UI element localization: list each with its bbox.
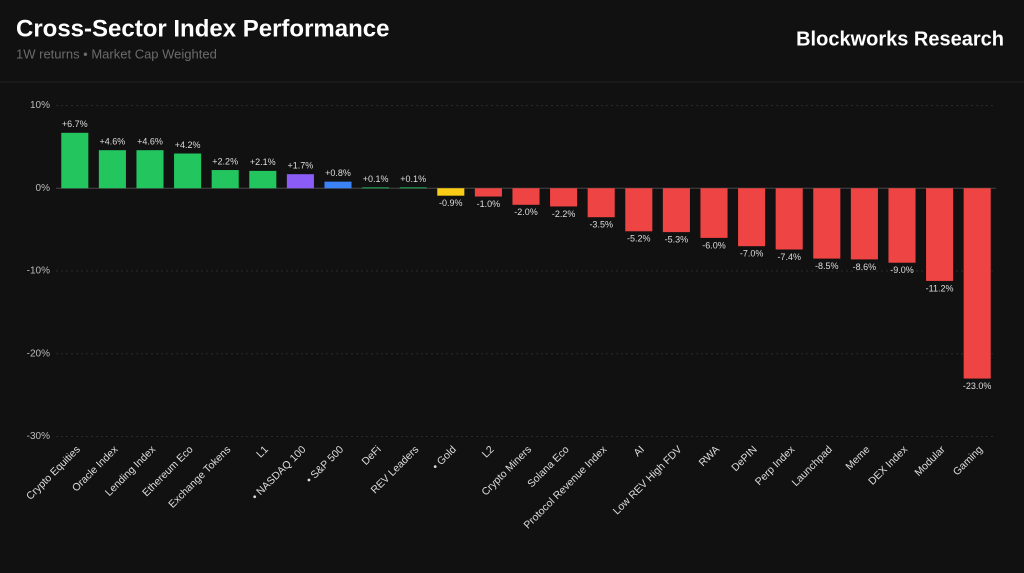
bar: [775, 188, 803, 250]
value-label: -5.3%: [665, 234, 689, 244]
bar: [662, 188, 690, 233]
value-label: -7.0%: [740, 249, 764, 259]
bar: [174, 153, 202, 189]
y-tick-label: 10%: [30, 100, 50, 111]
value-label: +2.2%: [212, 156, 238, 166]
value-label: +4.2%: [175, 140, 201, 150]
bar: [136, 150, 164, 189]
value-label: -5.2%: [627, 234, 651, 244]
value-label: +4.6%: [100, 137, 126, 147]
value-label: +0.1%: [363, 174, 389, 184]
bar: [249, 170, 277, 189]
value-label: +0.8%: [325, 168, 351, 178]
value-label: -8.6%: [853, 262, 877, 272]
value-label: +2.1%: [250, 157, 276, 167]
bar: [888, 188, 916, 263]
value-label: -9.0%: [890, 265, 914, 275]
bar: [550, 188, 578, 207]
bar: [211, 170, 239, 189]
value-label: +1.7%: [288, 161, 314, 171]
value-label: -0.9%: [439, 198, 463, 208]
y-tick-label: -30%: [27, 431, 50, 442]
bar: [850, 188, 878, 260]
bar: [587, 188, 615, 218]
chart-subtitle: 1W returns • Market Cap Weighted: [16, 46, 217, 61]
value-label: -8.5%: [815, 261, 839, 271]
bar: [286, 174, 314, 189]
y-tick-label: -10%: [27, 266, 50, 277]
value-label: -6.0%: [702, 240, 726, 250]
value-label: -1.0%: [477, 199, 501, 209]
value-label: -23.0%: [963, 381, 992, 391]
bar: [362, 187, 390, 189]
bar: [926, 188, 954, 281]
bar: [399, 187, 427, 189]
value-label: +0.1%: [400, 174, 426, 184]
value-label: -2.2%: [552, 209, 576, 219]
bar: [474, 188, 502, 197]
bar: [625, 188, 653, 232]
value-label: -7.4%: [777, 252, 801, 262]
bar: [813, 188, 841, 259]
brand: Blockworks Research: [796, 28, 1004, 50]
bar: [98, 150, 126, 189]
bar: [700, 188, 728, 238]
value-label: -3.5%: [589, 220, 613, 230]
bar: [738, 188, 766, 247]
y-tick-label: 0%: [36, 183, 51, 194]
y-tick-label: -20%: [27, 348, 50, 359]
value-label: -2.0%: [514, 207, 538, 217]
value-label: +4.6%: [137, 137, 163, 147]
value-label: -11.2%: [926, 283, 954, 293]
bar: [437, 188, 465, 196]
bar: [512, 188, 540, 205]
bar: [61, 132, 89, 189]
bar: [963, 188, 991, 379]
value-label: +6.7%: [62, 119, 88, 129]
chart-title: Cross-Sector Index Performance: [16, 15, 389, 42]
bar: [324, 181, 352, 189]
